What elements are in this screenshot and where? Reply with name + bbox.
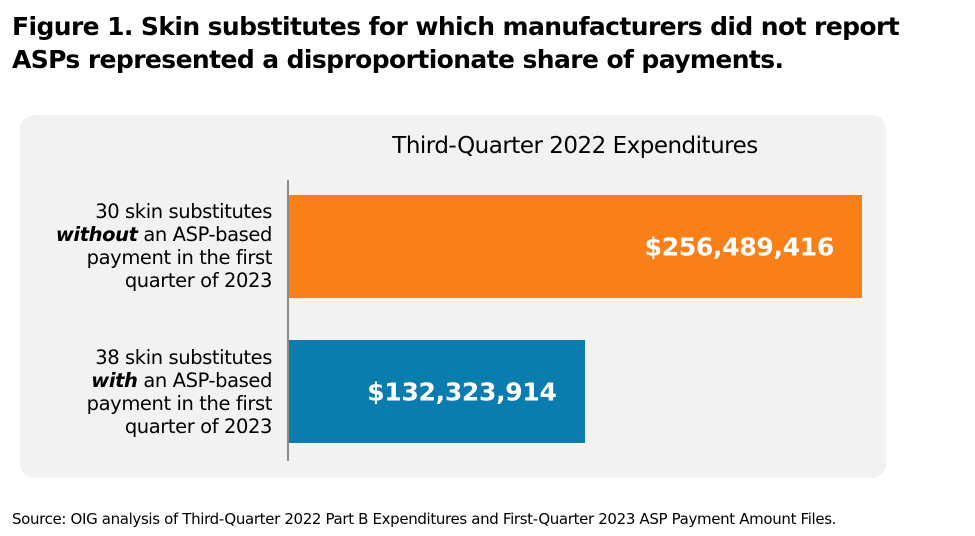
figure-title: Figure 1. Skin substitutes for which man… — [12, 12, 900, 74]
category-label-text: an ASP-based payment in the first quarte… — [86, 223, 273, 292]
bar-value-label: $256,489,416 — [644, 232, 835, 261]
source-note: Source: OIG analysis of Third-Quarter 20… — [12, 510, 837, 528]
category-label-text: an ASP-based payment in the first quarte… — [86, 369, 273, 438]
category-label-without: 30 skin substitutes without an ASP-based… — [20, 200, 273, 292]
category-label-emphasis: without — [55, 223, 138, 246]
chart-title: Third-Quarter 2022 Expenditures — [392, 133, 758, 159]
bar-with-asp: $132,323,914 — [289, 340, 585, 443]
bar-value-label: $132,323,914 — [367, 377, 557, 406]
category-axis-line — [287, 180, 289, 461]
category-label-text: 30 skin substitutes — [95, 200, 272, 223]
bar-without-asp: $256,489,416 — [289, 195, 862, 298]
category-label-emphasis: with — [91, 369, 138, 392]
category-label-text: 38 skin substitutes — [95, 346, 272, 369]
category-label-with: 38 skin substitutes with an ASP-based pa… — [20, 346, 273, 438]
